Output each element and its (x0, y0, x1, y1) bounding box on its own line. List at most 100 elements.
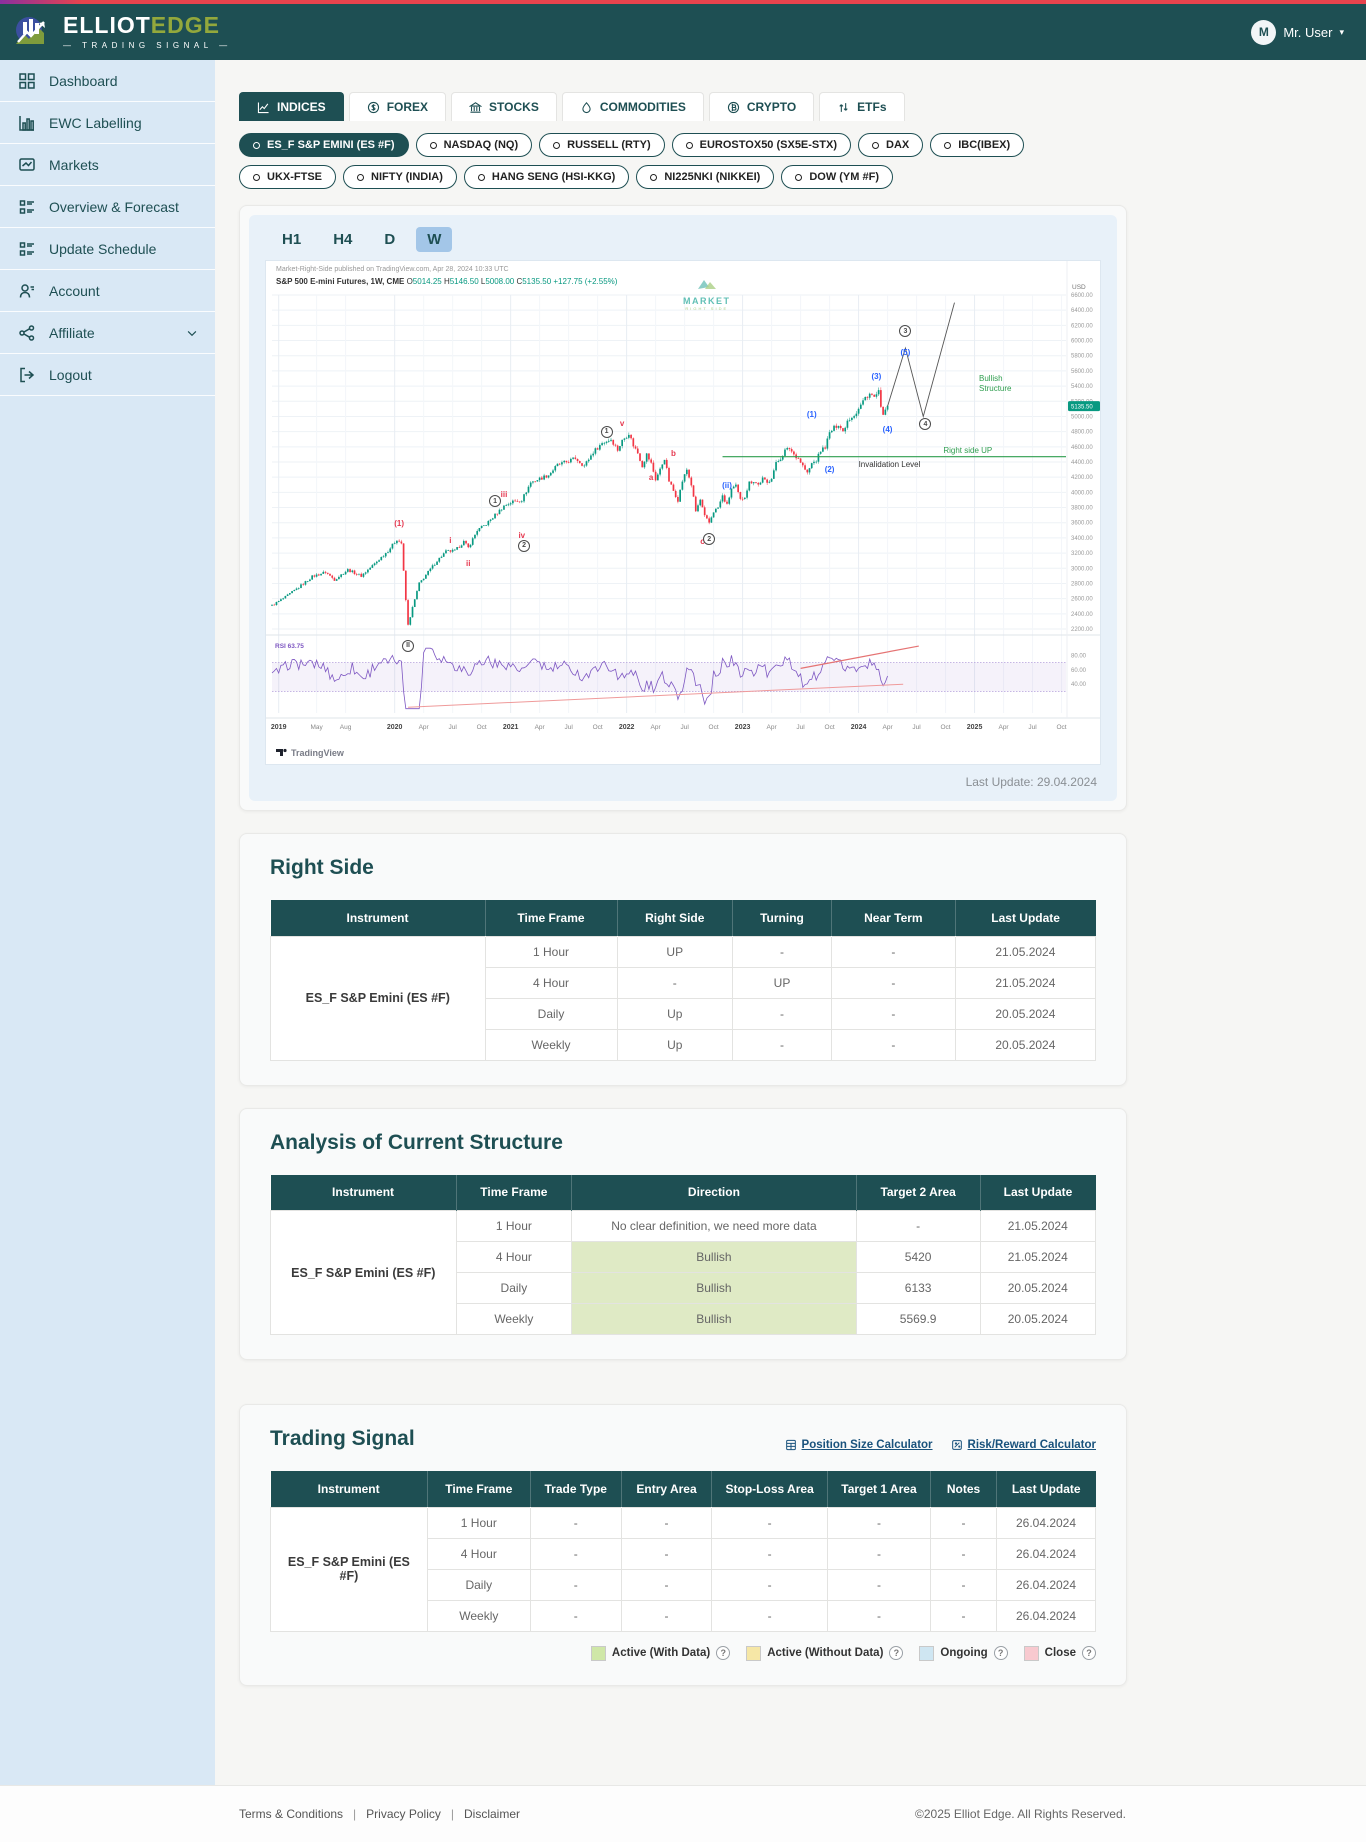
footer-separator: | (353, 1807, 357, 1821)
instrument-pill-nifty-india-[interactable]: NIFTY (INDIA) (343, 165, 457, 189)
svg-text:6200.00: 6200.00 (1071, 323, 1093, 329)
tab-indices[interactable]: INDICES (239, 92, 344, 121)
tab-commodities[interactable]: COMMODITIES (561, 92, 704, 121)
table-row: 4 Hour - UP -21.05.2024 (271, 966, 1097, 999)
tab-crypto[interactable]: CRYPTO (708, 92, 815, 121)
column-header: Trade Type (530, 1471, 622, 1507)
instrument-cell: ES_F S&P Emini (ES #F) (270, 1506, 428, 1632)
tab-etfs[interactable]: ETFs (819, 92, 905, 121)
instrument-pill-russell-rty-[interactable]: RUSSELL (RTY) (539, 133, 665, 157)
footer-link-privacy-policy[interactable]: Privacy Policy (366, 1807, 441, 1821)
position-size-calculator-link[interactable]: Position Size Calculator (785, 1439, 933, 1451)
copyright: ©2025 Elliot Edge. All Rights Reserved. (915, 1807, 1126, 1821)
svg-text:2021: 2021 (503, 724, 519, 731)
brand-logo-icon (16, 17, 45, 44)
instrument-pill-ni225nki-nikkei-[interactable]: NI225NKI (NIKKEI) (636, 165, 775, 189)
instrument-pill-dow-ym-f-[interactable]: DOW (YM #F) (781, 165, 893, 189)
svg-text:4400.00: 4400.00 (1071, 460, 1093, 466)
timeframe-d[interactable]: D (384, 231, 396, 248)
help-icon[interactable]: ? (1082, 1646, 1096, 1660)
tab-forex[interactable]: FOREX (348, 92, 447, 121)
tradingview-logo: TradingView (276, 747, 344, 758)
table-cell: UP (732, 966, 832, 999)
table-cell: - (831, 997, 956, 1030)
wave-label: v (619, 419, 625, 429)
table-cell: 26.04.2024 (996, 1599, 1096, 1632)
sidebar-item-logout[interactable]: Logout (0, 354, 215, 396)
legend-item: Active (Without Data) ? (746, 1645, 904, 1661)
sidebar-item-label: Account (49, 282, 100, 299)
instrument-pill-eurostox50-sx5e-stx-[interactable]: EUROSTOX50 (SX5E-STX) (671, 133, 851, 157)
svg-text:Aug: Aug (340, 724, 352, 731)
svg-text:2600.00: 2600.00 (1071, 597, 1093, 603)
svg-text:6400.00: 6400.00 (1071, 308, 1093, 314)
chevron-down-icon (185, 326, 199, 340)
svg-text:4000.00: 4000.00 (1071, 490, 1093, 496)
tab-stocks[interactable]: STOCKS (451, 92, 557, 121)
wave-label: a (648, 472, 654, 482)
table-cell: - (529, 1599, 622, 1632)
instrument-pill-ibc-ibex-[interactable]: IBC(IBEX) (930, 133, 1025, 157)
legend-item: Active (With Data) ? (590, 1645, 731, 1661)
svg-text:RSI 63.75: RSI 63.75 (275, 643, 304, 650)
sidebar-item-overview-forecast[interactable]: Overview & Forecast (0, 186, 215, 228)
svg-text:5135.50: 5135.50 (1071, 405, 1093, 411)
svg-text:4800.00: 4800.00 (1071, 430, 1093, 436)
footer-link-disclaimer[interactable]: Disclaimer (463, 1807, 520, 1821)
instrument-pill-dax[interactable]: DAX (858, 133, 924, 157)
sidebar-item-dashboard[interactable]: Dashboard (0, 60, 215, 102)
sidebar-item-ewc-labelling[interactable]: EWC Labelling (0, 102, 215, 144)
table-cell: Weekly (426, 1599, 531, 1632)
svg-text:Apr: Apr (651, 724, 662, 731)
sidebar-item-update-schedule[interactable]: Update Schedule (0, 228, 215, 270)
column-header: Last Update (955, 900, 1096, 936)
table-cell: - (732, 997, 832, 1030)
footer-link-terms-conditions[interactable]: Terms & Conditions (239, 1807, 344, 1821)
svg-text:3600.00: 3600.00 (1071, 521, 1093, 527)
risk-reward-calculator-link[interactable]: Risk/Reward Calculator (951, 1439, 1096, 1451)
timeframe-h4[interactable]: H4 (333, 231, 353, 248)
table-cell: - (620, 1599, 713, 1632)
column-header: Instrument (270, 1174, 457, 1211)
table-cell: - (711, 1506, 828, 1539)
svg-text:2400.00: 2400.00 (1071, 612, 1093, 618)
radio-circle-icon (650, 173, 658, 181)
table-row: Weekly - - - - -26.04.2024 (271, 1599, 1096, 1632)
svg-text:3800.00: 3800.00 (1071, 506, 1093, 512)
instrument-pill-es-f-s-p-emini-es-f-[interactable]: ES_F S&P EMINI (ES #F) (239, 133, 409, 157)
svg-text:Apr: Apr (767, 724, 778, 731)
sidebar-item-account[interactable]: Account (0, 270, 215, 312)
table-cell: - (711, 1568, 828, 1601)
help-icon[interactable]: ? (889, 1646, 904, 1660)
instrument-pill-hang-seng-hsi-kkg-[interactable]: HANG SENG (HSI-KKG) (463, 165, 630, 189)
table-cell: - (831, 935, 956, 968)
table-cell: 20.05.2024 (954, 997, 1097, 1030)
svg-text:2020: 2020 (387, 724, 403, 731)
sidebar-item-affiliate[interactable]: Affiliate (0, 312, 215, 354)
table-cell: - (529, 1568, 622, 1601)
table-cell: 6133 (855, 1272, 981, 1304)
signal-table: Instrument Time Frame Trade Type Entry Area… (270, 1471, 1096, 1632)
column-header: Instrument (270, 900, 486, 936)
column-header: Entry Area (621, 1471, 713, 1507)
instrument-pill-nasdaq-nq-[interactable]: NASDAQ (NQ) (415, 133, 533, 157)
sidebar-item-label: Affiliate (49, 324, 95, 341)
sidebar-item-label: Overview & Forecast (49, 198, 179, 215)
legend-item: Close ? (1023, 1645, 1096, 1661)
timeframe-w[interactable]: W (416, 227, 453, 252)
svg-text:2025: 2025 (967, 724, 983, 731)
sidebar: Dashboard EWC Labelling Markets Overview… (0, 60, 215, 1785)
instrument-pill-ukx-ftse[interactable]: UKX-FTSE (239, 165, 336, 189)
radio-circle-icon (872, 141, 879, 149)
price-chart: Market-Right-Side published on TradingVi… (265, 260, 1101, 765)
table-cell: 1 Hour (484, 935, 618, 968)
sidebar-item-markets[interactable]: Markets (0, 144, 215, 186)
table-cell: UP (616, 935, 733, 968)
column-header: Time Frame (427, 1471, 531, 1507)
svg-text:3200.00: 3200.00 (1071, 551, 1093, 557)
help-icon[interactable]: ? (716, 1646, 731, 1660)
timeframe-h1[interactable]: H1 (282, 231, 302, 248)
help-icon[interactable]: ? (993, 1646, 1008, 1660)
user-menu[interactable]: M Mr. User ▾ (1251, 19, 1344, 45)
sidebar-item-label: Markets (49, 156, 99, 173)
